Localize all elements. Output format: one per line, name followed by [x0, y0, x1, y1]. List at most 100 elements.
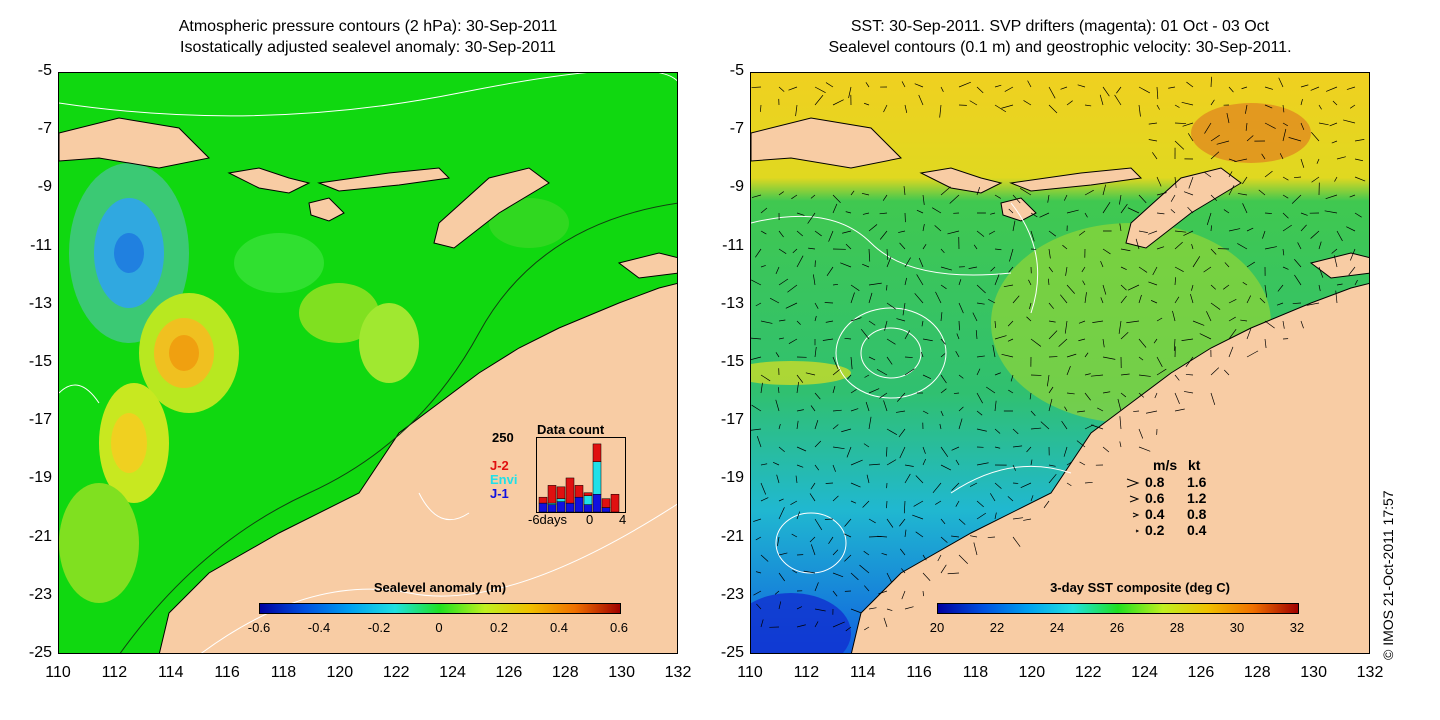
data-count-bar-j2 [601, 498, 611, 508]
right-colorbar-tick: 20 [929, 620, 945, 635]
right-ytick-label: -21 [720, 527, 744, 545]
left-colorbar-tick: 0.6 [609, 620, 629, 635]
data-count-bar-j1 [556, 501, 566, 512]
data-count-bar-j1 [601, 507, 611, 512]
data-count-bar-j2 [547, 485, 557, 504]
velocity-arrow-icon [1135, 529, 1140, 533]
right-ytick-label: -7 [729, 120, 744, 138]
left-colorbar [259, 603, 621, 614]
data-count-legend-item: Envi [490, 472, 518, 487]
left-xtick-label: 114 [157, 664, 184, 681]
right-panel-title: SST: 30-Sep-2011. SVP drifters (magenta)… [750, 16, 1370, 58]
right-xtick-label: 130 [1300, 664, 1327, 681]
data-count-bar-j2 [592, 443, 602, 462]
right-colorbar-tick: 26 [1109, 620, 1125, 635]
left-colorbar-tick: 0 [435, 620, 443, 635]
data-count-xlabel-right: 4 [619, 512, 627, 527]
right-colorbar-tick: 30 [1229, 620, 1245, 635]
left-ytick-label: -19 [28, 469, 52, 487]
data-count-bar-envi [583, 495, 593, 505]
left-xtick-label: 110 [45, 664, 71, 681]
data-count-legend-item: J-2 [490, 458, 509, 473]
data-count-legend-item: J-1 [490, 486, 509, 501]
right-xtick-label: 120 [1018, 664, 1046, 681]
velocity-legend-kt: 0.8 [1187, 506, 1207, 522]
left-colorbar-tick: -0.2 [367, 620, 391, 635]
velocity-legend-ms: 0.2 [1145, 522, 1165, 538]
left-colorbar-tick: -0.6 [247, 620, 271, 635]
right-colorbar [937, 603, 1299, 614]
left-ytick-label: -11 [30, 236, 52, 254]
velocity-legend-kt: 1.6 [1187, 474, 1207, 490]
right-colorbar-tick: 32 [1289, 620, 1305, 635]
credit-text: © IMOS 21-Oct-2011 17:57 [1380, 490, 1396, 660]
left-ytick-label: -9 [37, 178, 52, 196]
left-ytick-label: -15 [28, 353, 52, 370]
left-ytick-label: -17 [28, 411, 52, 429]
right-ytick-label: -9 [729, 178, 744, 196]
velocity-legend-ms: 0.4 [1145, 506, 1165, 522]
data-count-bar-j2 [610, 493, 620, 512]
left-title-line1: Atmospheric pressure contours (2 hPa): 3… [178, 18, 558, 35]
left-xtick-label: 132 [664, 664, 692, 681]
right-xtick-label: 128 [1243, 664, 1271, 681]
left-ytick-label: -7 [37, 120, 52, 138]
left-xtick-label: 128 [551, 664, 579, 681]
right-xtick-label: 124 [1131, 664, 1158, 681]
velocity-legend-ms: 0.8 [1145, 474, 1165, 490]
data-count-xlabel-left: -6days [528, 512, 568, 527]
right-xtick-label: 112 [793, 664, 820, 681]
data-count-bar-j1 [583, 504, 593, 512]
left-colorbar-tick: 0.4 [549, 620, 569, 635]
right-ytick-label: -19 [720, 469, 744, 487]
left-xtick-label: 118 [270, 664, 297, 681]
sealevel-anomaly-map[interactable] [58, 72, 678, 654]
left-ytick-label: -25 [28, 644, 52, 661]
velocity-legend-header-kt: kt [1188, 457, 1201, 473]
sst-map-canvas [751, 73, 1369, 653]
right-xtick-label: 118 [962, 664, 989, 681]
right-xtick-label: 116 [906, 664, 932, 681]
right-ytick-label: -5 [729, 62, 744, 79]
data-count-bar-j1 [538, 502, 548, 512]
data-count-bar-envi [556, 498, 566, 502]
velocity-legend-kt: 0.4 [1187, 522, 1207, 538]
data-count-title: Data count [537, 422, 605, 437]
right-ytick-label: -17 [720, 411, 744, 429]
data-count-bar-j1 [592, 493, 602, 512]
sst-map[interactable] [750, 72, 1370, 654]
left-xtick-label: 122 [382, 664, 410, 681]
right-ytick-label: -23 [720, 585, 744, 603]
velocity-arrow-icon [1129, 495, 1140, 503]
data-count-bar-j1 [574, 496, 584, 512]
left-ytick-label: -13 [28, 294, 52, 312]
right-ytick-label: -13 [720, 294, 744, 312]
left-xtick-label: 116 [214, 664, 240, 681]
left-xtick-label: 120 [326, 664, 354, 681]
data-count-bar-j2 [574, 485, 584, 498]
right-xtick-label: 110 [737, 664, 763, 681]
right-xtick-label: 126 [1187, 664, 1215, 681]
data-count-bar-j1 [547, 504, 557, 512]
data-count-bar-j2 [556, 486, 566, 499]
right-xtick-label: 132 [1356, 664, 1384, 681]
data-count-bar-envi [592, 461, 602, 495]
left-ytick-label: -21 [28, 527, 52, 545]
right-title-line2: Sealevel contours (0.1 m) and geostrophi… [828, 39, 1292, 56]
data-count-ymax: 250 [492, 430, 514, 445]
left-ytick-label: -23 [28, 585, 52, 603]
data-count-chart [536, 437, 626, 513]
right-colorbar-title: 3-day SST composite (deg C) [1050, 580, 1230, 595]
right-ytick-label: -25 [720, 644, 744, 661]
right-colorbar-tick: 22 [989, 620, 1005, 635]
velocity-arrow-icon [1132, 512, 1140, 518]
right-xtick-label: 114 [849, 664, 876, 681]
right-title-line1: SST: 30-Sep-2011. SVP drifters (magenta)… [850, 18, 1270, 35]
data-count-bar-j2 [538, 496, 548, 504]
left-colorbar-title: Sealevel anomaly (m) [373, 580, 507, 595]
data-count-bar-j2 [583, 492, 593, 496]
left-title-line2: Isostatically adjusted sealevel anomaly:… [180, 39, 556, 56]
left-colorbar-tick: -0.4 [307, 620, 331, 635]
right-ytick-label: -11 [722, 236, 744, 254]
data-count-bar-j2 [565, 477, 575, 504]
